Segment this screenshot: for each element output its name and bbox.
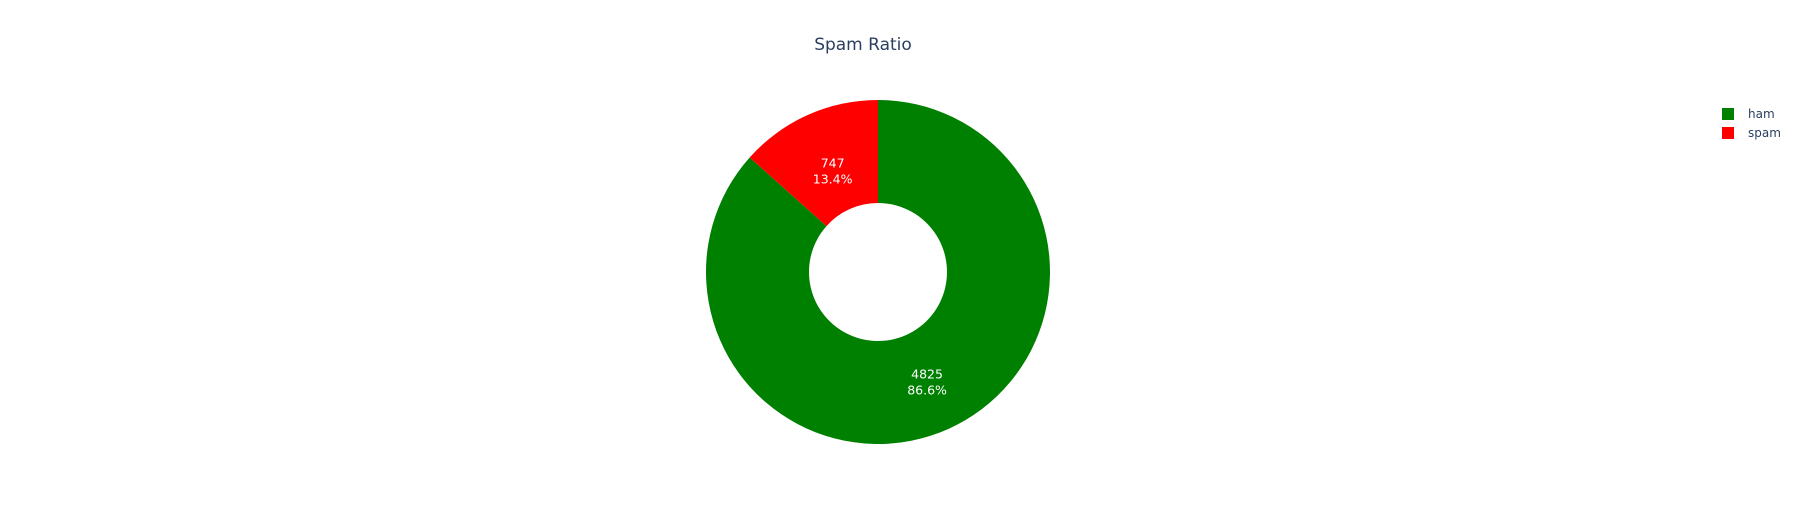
legend-label-spam: spam — [1748, 126, 1781, 140]
slice-ham[interactable] — [706, 100, 1050, 444]
slice-percent-label-spam: 13.4% — [813, 172, 853, 187]
legend-item-ham[interactable]: ham — [1722, 107, 1775, 121]
legend: ham spam — [1722, 107, 1781, 140]
slice-value-label-spam: 747 — [821, 156, 845, 171]
slice-value-label-ham: 4825 — [911, 367, 943, 382]
legend-swatch-ham — [1722, 108, 1734, 120]
chart-title: Spam Ratio — [814, 35, 912, 55]
slice-percent-label-ham: 86.6% — [907, 383, 947, 398]
legend-item-spam[interactable]: spam — [1722, 126, 1781, 140]
pie-slices — [706, 100, 1050, 444]
slice-spam[interactable] — [749, 100, 878, 227]
legend-swatch-spam — [1722, 127, 1734, 139]
legend-label-ham: ham — [1748, 107, 1775, 121]
